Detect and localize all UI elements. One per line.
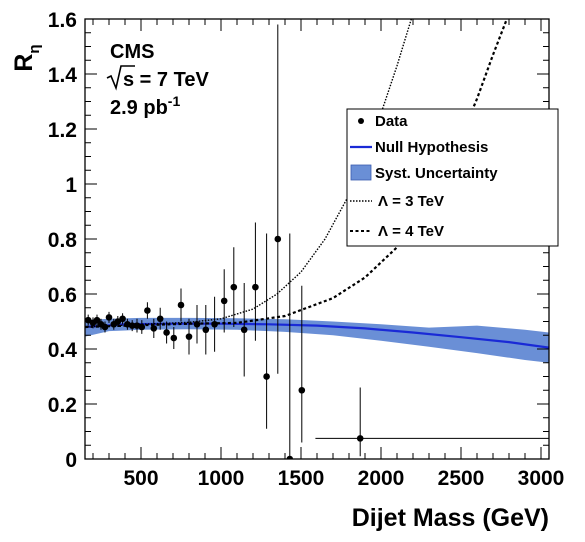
legend-l4-label: Λ = 4 TeV <box>378 223 444 240</box>
data-point <box>298 285 306 443</box>
data-point-marker <box>230 283 238 291</box>
data-point <box>156 307 164 330</box>
data-point-marker <box>298 386 306 394</box>
y-tick-label: 0.8 <box>48 229 78 252</box>
data-point <box>177 288 185 322</box>
legend-data-label: Data <box>375 113 408 130</box>
energy-label: s = 7 TeV <box>106 65 209 91</box>
data-point-marker <box>163 329 170 336</box>
data-point-marker <box>119 315 126 323</box>
energy-rest-text: = 7 TeV <box>134 69 209 91</box>
data-point <box>138 320 146 334</box>
x-tick-label: 3000 <box>518 467 565 490</box>
data-point-marker <box>101 323 109 331</box>
data-point <box>93 314 101 326</box>
data-point-marker <box>177 301 185 309</box>
data-point <box>315 387 549 457</box>
data-point-marker <box>211 320 218 328</box>
y-tick-label: 1 <box>65 174 77 197</box>
sqrt-symbol <box>106 65 135 91</box>
y-tick-label: 0 <box>65 449 77 472</box>
data-point-marker <box>356 435 364 442</box>
legend-syst-label: Syst. Uncertainty <box>375 165 498 182</box>
data-point-marker <box>220 297 228 305</box>
luminosity-sup: -1 <box>168 93 181 109</box>
y-axis-title-subscript: η <box>26 44 43 53</box>
data-point-marker <box>185 333 193 340</box>
data-point-marker <box>150 325 158 332</box>
x-tick-label: 1000 <box>198 467 245 490</box>
data-point <box>240 283 248 377</box>
data-point-marker <box>193 320 201 328</box>
legend-null-label: Null Hypothesis <box>375 139 488 156</box>
data-point <box>230 247 238 327</box>
y-tick-label: 1.6 <box>48 9 77 32</box>
data-point <box>220 269 228 333</box>
x-axis-title: Dijet Mass (GeV) <box>352 504 549 532</box>
legend: Data Null Hypothesis Syst. Uncertainty Λ… <box>346 108 559 247</box>
data-point <box>150 318 158 338</box>
data-point <box>128 320 136 332</box>
y-tick-label: 0.6 <box>48 284 77 307</box>
data-point <box>252 222 259 341</box>
legend-l3-label: Λ = 3 TeV <box>378 193 444 210</box>
data-point-marker <box>240 326 248 334</box>
luminosity-base: 2.9 pb <box>110 97 168 119</box>
legend-syst-swatch <box>350 164 372 181</box>
y-tick-label: 0.4 <box>48 339 78 362</box>
data-point <box>105 311 113 323</box>
data-point <box>101 321 109 333</box>
x-tick-label: 500 <box>123 467 158 490</box>
legend-data-marker <box>358 118 364 124</box>
svg-text:s = 7 TeV: s = 7 TeV <box>123 69 209 91</box>
syst-uncertainty-band <box>85 317 549 363</box>
data-point <box>202 305 210 355</box>
data-point-marker <box>202 326 210 334</box>
y-axis-title: Rη <box>10 44 43 71</box>
data-point-marker <box>263 373 270 380</box>
data-point-marker <box>286 455 294 459</box>
energy-sqrt-text: s <box>123 69 134 91</box>
data-point <box>211 296 218 352</box>
data-point <box>263 233 270 429</box>
y-tick-label: 0.2 <box>48 394 77 417</box>
data-point-marker <box>170 334 178 342</box>
data-point <box>114 316 122 327</box>
data-point <box>170 327 178 349</box>
luminosity-label: 2.9 pb-1 <box>110 93 180 119</box>
data-point <box>274 24 282 374</box>
data-point-marker <box>274 235 282 243</box>
data-point <box>144 302 151 319</box>
data-point <box>193 305 201 344</box>
x-tick-label: 2500 <box>438 467 485 490</box>
y-tick-label: 1.2 <box>48 119 77 142</box>
data-point-marker <box>138 323 146 331</box>
data-point-marker <box>93 316 101 324</box>
y-tick-label: 1.4 <box>48 64 78 87</box>
data-point <box>286 233 294 459</box>
data-point-marker <box>252 283 259 291</box>
data-point-marker <box>128 322 136 329</box>
data-point-marker <box>156 315 164 323</box>
x-tick-label: 1500 <box>278 467 325 490</box>
legend-box <box>346 108 559 247</box>
data-point-marker <box>144 307 151 314</box>
data-point-marker <box>114 318 122 325</box>
data-point <box>119 313 126 325</box>
x-tick-label: 2000 <box>358 467 405 490</box>
data-point <box>163 321 170 344</box>
data-point <box>185 318 193 355</box>
experiment-label: CMS <box>110 41 154 63</box>
lambda-4tev-line <box>85 19 509 329</box>
data-point-marker <box>105 314 113 321</box>
